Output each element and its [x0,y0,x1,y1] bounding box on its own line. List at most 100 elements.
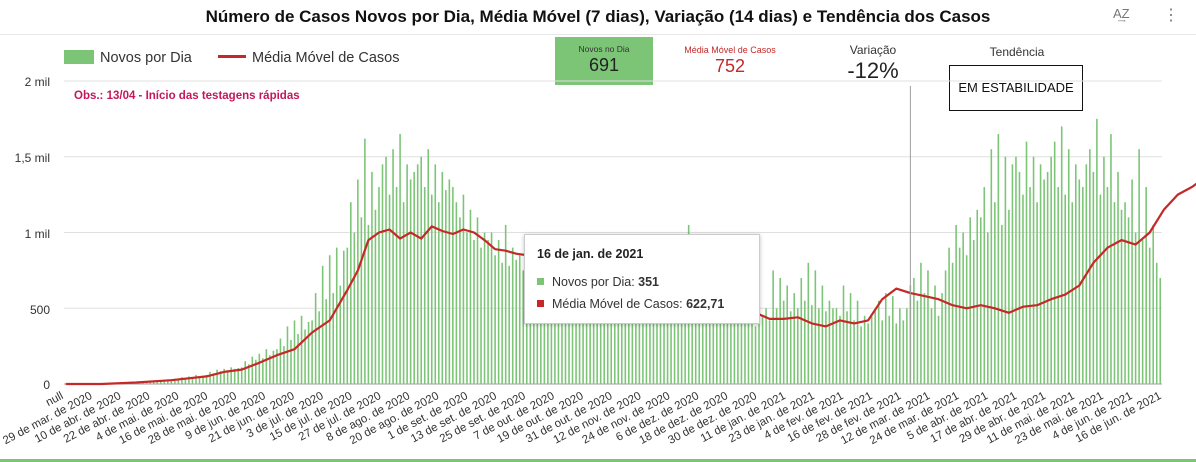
legend-line[interactable]: Média Móvel de Casos [218,50,400,66]
bar-256[interactable] [965,255,968,384]
bar-225[interactable] [856,300,859,384]
bar-64[interactable] [290,340,292,384]
bar-25[interactable] [152,381,155,384]
bar-261[interactable] [983,187,986,384]
bar-120[interactable] [487,240,489,384]
bar-191[interactable] [737,277,739,384]
bar-271[interactable] [1018,171,1021,384]
bar-272[interactable] [1022,194,1024,385]
bar-88[interactable] [374,209,377,384]
bar-107[interactable] [441,171,444,384]
bar-224[interactable] [853,320,855,384]
bar-232[interactable] [881,320,884,384]
bar-134[interactable] [536,285,539,384]
bar-212[interactable] [811,305,813,384]
bar-192[interactable] [740,315,743,384]
bar-306[interactable] [1141,240,1144,384]
bar-239[interactable] [906,308,908,384]
bar-146[interactable] [578,308,581,384]
bar-289[interactable] [1082,187,1084,384]
bar-80[interactable] [346,247,349,384]
bar-292[interactable] [1092,171,1095,384]
bar-304[interactable] [1134,232,1137,385]
bar-303[interactable] [1131,179,1133,384]
bar-233[interactable] [884,293,887,384]
bar-244[interactable] [923,293,926,384]
bar-219[interactable] [835,308,838,384]
bar-81[interactable] [350,202,352,384]
bar-39[interactable] [202,375,204,384]
bar-301[interactable] [1124,202,1126,384]
bar-137[interactable] [547,270,549,385]
bar-126[interactable] [508,265,510,384]
bar-86[interactable] [367,224,370,384]
bar-247[interactable] [934,285,936,384]
bar-45[interactable] [223,368,225,384]
bar-197[interactable] [758,323,760,384]
bar-90[interactable] [381,164,384,384]
bar-128[interactable] [515,259,518,384]
bar-266[interactable] [1001,224,1003,384]
bar-123[interactable] [497,240,500,384]
bar-176[interactable] [684,277,686,384]
bar-150[interactable] [592,293,595,384]
bar-202[interactable] [775,308,778,384]
bar-258[interactable] [972,240,975,384]
bar-193[interactable] [744,285,746,384]
bar-180[interactable] [698,293,701,384]
bar-194[interactable] [747,320,750,384]
bar-168[interactable] [656,293,658,384]
bar-241[interactable] [913,277,915,384]
bar-142[interactable] [564,285,567,384]
bar-242[interactable] [916,300,919,384]
bar-42[interactable] [212,373,215,384]
bar-58[interactable] [269,355,271,384]
bar-66[interactable] [297,334,299,384]
bar-207[interactable] [793,293,796,384]
bar-139[interactable] [554,277,556,384]
bar-178[interactable] [691,285,693,384]
bar-160[interactable] [628,300,630,384]
bar-246[interactable] [930,308,933,384]
bar-267[interactable] [1004,156,1007,384]
bar-152[interactable] [599,293,602,384]
bar-163[interactable] [638,311,641,384]
bar-281[interactable] [1053,141,1056,384]
bar-285[interactable] [1067,149,1070,384]
bar-27[interactable] [159,380,162,384]
bar-222[interactable] [846,311,848,384]
bar-277[interactable] [1039,164,1042,384]
bar-198[interactable] [761,315,764,384]
bar-32[interactable] [177,379,180,384]
bar-54[interactable] [255,359,257,384]
bar-82[interactable] [353,232,356,385]
bar-265[interactable] [997,134,1000,384]
bar-249[interactable] [941,293,943,384]
bar-208[interactable] [796,308,799,384]
bar-243[interactable] [920,262,922,384]
bar-270[interactable] [1015,156,1017,384]
bar-295[interactable] [1103,156,1105,384]
bar-46[interactable] [226,370,229,384]
bar-29[interactable] [167,380,169,384]
bar-228[interactable] [867,323,869,384]
bar-238[interactable] [902,320,905,384]
bar-217[interactable] [828,300,831,384]
bar-155[interactable] [610,270,613,385]
bar-47[interactable] [230,367,232,384]
bar-98[interactable] [409,179,412,384]
bar-299[interactable] [1117,171,1119,384]
bar-245[interactable] [927,270,929,385]
bar-151[interactable] [596,285,598,384]
bar-182[interactable] [705,300,708,384]
bar-144[interactable] [571,300,574,384]
bar-294[interactable] [1099,194,1102,385]
bar-310[interactable] [1155,262,1158,384]
bar-164[interactable] [642,293,644,384]
bar-235[interactable] [891,296,894,384]
bar-112[interactable] [459,217,461,384]
bar-36[interactable] [191,377,194,384]
bar-158[interactable] [621,293,623,384]
bar-296[interactable] [1106,187,1109,384]
bar-279[interactable] [1046,171,1049,384]
